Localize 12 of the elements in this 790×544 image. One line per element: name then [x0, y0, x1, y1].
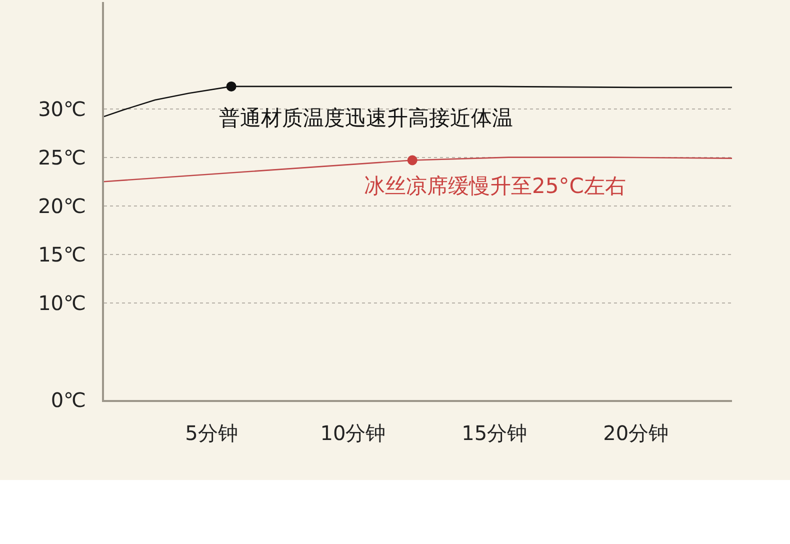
y-tick-label: 0℃ — [50, 388, 86, 412]
annotation: 冰丝凉席缓慢升至25°C左右 — [364, 174, 626, 198]
y-tick-label: 10℃ — [38, 290, 86, 315]
x-tick-label: 20分钟 — [603, 421, 669, 445]
y-tick-label: 15℃ — [38, 242, 86, 266]
y-tick-label: 20℃ — [38, 194, 86, 218]
x-tick-label: 5分钟 — [185, 421, 238, 445]
annotation: 普通材质温度迅速升高接近体温 — [219, 106, 513, 130]
x-tick-label: 10分钟 — [320, 421, 386, 445]
x-tick-label: 15分钟 — [462, 421, 528, 445]
y-tick-label: 30℃ — [38, 96, 86, 121]
y-tick-label: 25℃ — [38, 145, 86, 170]
